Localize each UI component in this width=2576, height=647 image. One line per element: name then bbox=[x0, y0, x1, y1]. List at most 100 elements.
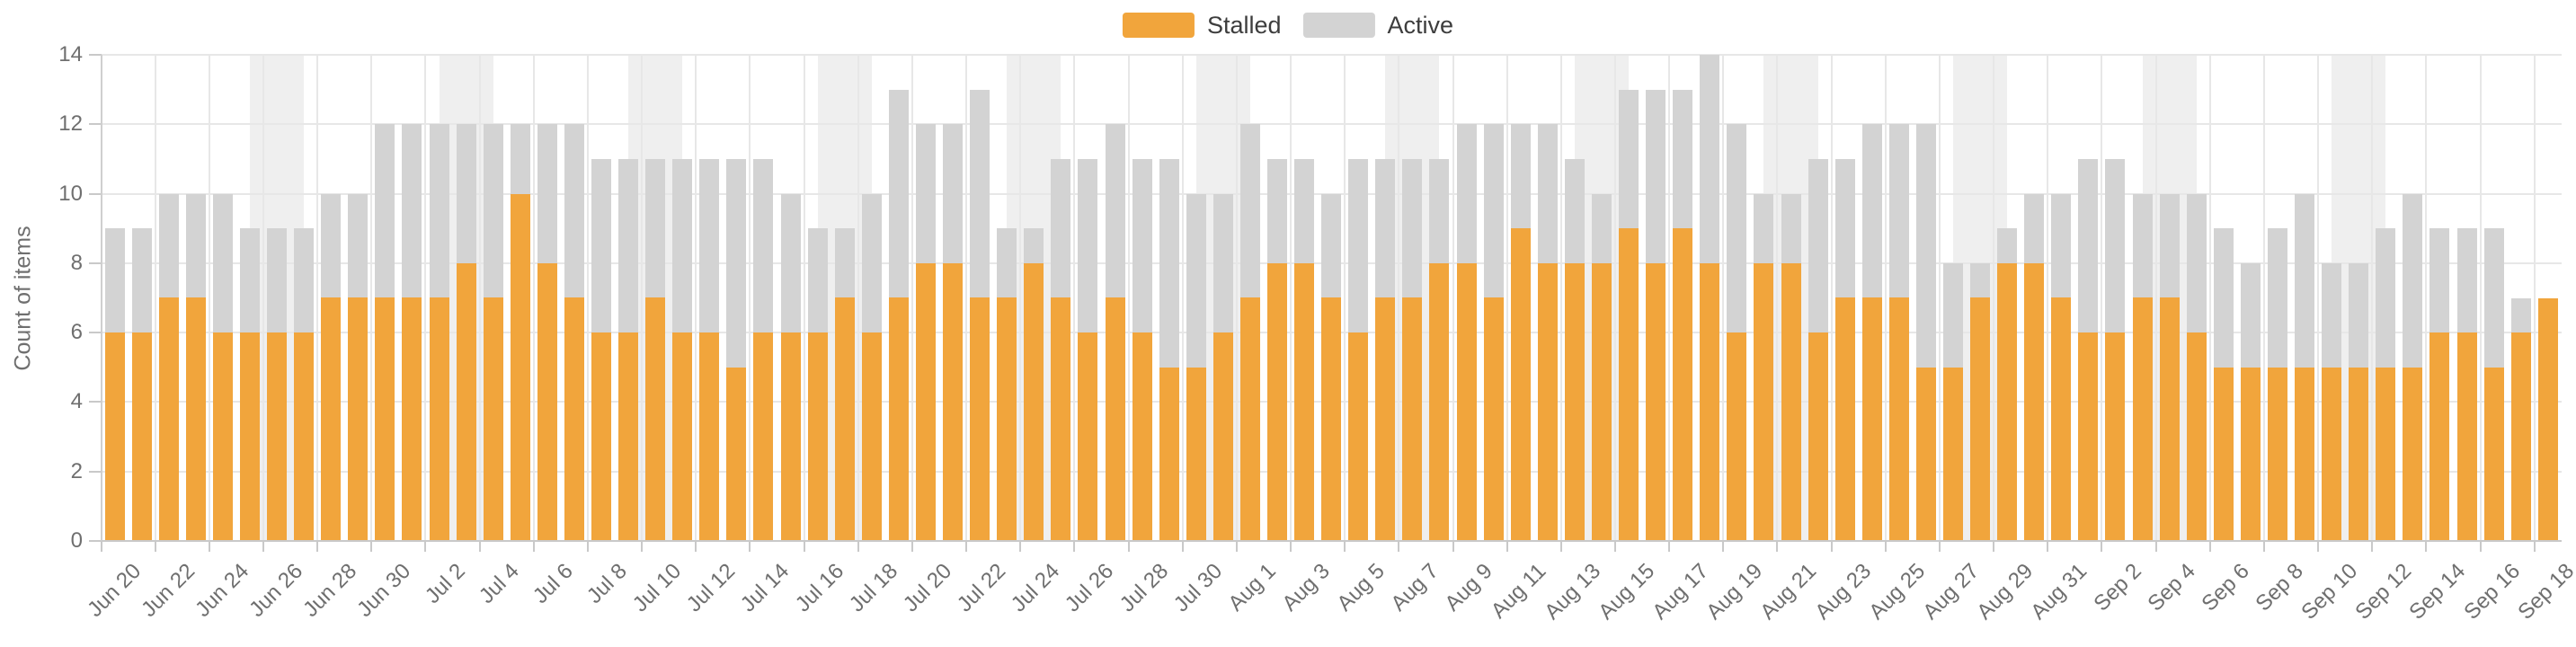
bar-jul-13[interactable] bbox=[726, 158, 747, 541]
bar-jul-30[interactable] bbox=[1186, 193, 1206, 541]
bar-jul-18[interactable] bbox=[861, 193, 882, 541]
bar-jun-26[interactable] bbox=[267, 228, 288, 541]
bar-jul-21[interactable] bbox=[943, 124, 964, 541]
bar-sep-16[interactable] bbox=[2483, 228, 2504, 541]
bar-aug-18[interactable] bbox=[1700, 55, 1720, 541]
bar-aug-27[interactable] bbox=[1942, 262, 1963, 541]
bar-jul-20[interactable] bbox=[915, 124, 936, 541]
bar-aug-28[interactable] bbox=[1970, 262, 1991, 541]
bar-aug-5[interactable] bbox=[1348, 158, 1369, 541]
bar-jul-1[interactable] bbox=[402, 124, 422, 541]
bar-jun-28[interactable] bbox=[321, 193, 342, 541]
bar-jul-4[interactable] bbox=[483, 124, 503, 541]
bar-aug-23[interactable] bbox=[1834, 158, 1855, 541]
bar-sep-13[interactable] bbox=[2403, 193, 2423, 541]
bar-jul-6[interactable] bbox=[537, 124, 557, 541]
bar-aug-11[interactable] bbox=[1510, 124, 1531, 541]
bar-aug-1[interactable] bbox=[1239, 124, 1260, 541]
bar-jun-27[interactable] bbox=[294, 228, 315, 541]
bar-segment-stalled bbox=[1861, 297, 1882, 541]
bar-jul-2[interactable] bbox=[429, 124, 449, 541]
bar-segment-active bbox=[429, 124, 449, 298]
bar-segment-active bbox=[294, 228, 315, 333]
bar-sep-1[interactable] bbox=[2078, 158, 2099, 541]
bar-aug-3[interactable] bbox=[1294, 158, 1315, 541]
bar-jul-12[interactable] bbox=[699, 158, 720, 541]
legend-item-active[interactable]: Active bbox=[1302, 13, 1453, 38]
bar-aug-12[interactable] bbox=[1537, 124, 1558, 541]
bar-aug-16[interactable] bbox=[1646, 89, 1666, 541]
bar-aug-17[interactable] bbox=[1673, 89, 1693, 541]
x-axis-tick bbox=[2425, 541, 2428, 552]
bar-jun-25[interactable] bbox=[239, 228, 260, 541]
bar-aug-22[interactable] bbox=[1808, 158, 1828, 541]
bar-jul-5[interactable] bbox=[510, 124, 530, 541]
bar-aug-14[interactable] bbox=[1591, 193, 1612, 541]
bar-jun-22[interactable] bbox=[158, 193, 179, 541]
bar-jul-9[interactable] bbox=[618, 158, 639, 541]
bar-aug-30[interactable] bbox=[2024, 193, 2045, 541]
bar-aug-19[interactable] bbox=[1727, 124, 1747, 541]
bar-jul-16[interactable] bbox=[807, 228, 828, 541]
bar-aug-15[interactable] bbox=[1619, 89, 1639, 541]
bar-aug-9[interactable] bbox=[1456, 124, 1477, 541]
gridline-vertical bbox=[1776, 55, 1779, 541]
bar-aug-8[interactable] bbox=[1429, 158, 1450, 541]
bar-aug-24[interactable] bbox=[1861, 124, 1882, 541]
bar-segment-active bbox=[1483, 124, 1504, 298]
bar-jul-19[interactable] bbox=[888, 89, 909, 541]
bar-jul-23[interactable] bbox=[997, 228, 1017, 541]
bar-sep-9[interactable] bbox=[2295, 193, 2315, 541]
bar-sep-8[interactable] bbox=[2267, 228, 2287, 541]
bar-jul-26[interactable] bbox=[1078, 158, 1098, 541]
bar-jun-24[interactable] bbox=[212, 193, 233, 541]
bar-jul-7[interactable] bbox=[564, 124, 584, 541]
bar-aug-4[interactable] bbox=[1321, 193, 1342, 541]
bar-jul-29[interactable] bbox=[1159, 158, 1179, 541]
bar-jul-14[interactable] bbox=[753, 158, 774, 541]
bar-sep-4[interactable] bbox=[2159, 193, 2180, 541]
bar-jun-20[interactable] bbox=[104, 228, 125, 541]
bar-jul-25[interactable] bbox=[1051, 158, 1071, 541]
bar-jun-30[interactable] bbox=[375, 124, 395, 541]
bar-jul-15[interactable] bbox=[780, 193, 801, 541]
bar-jul-17[interactable] bbox=[834, 228, 855, 541]
bar-aug-29[interactable] bbox=[1997, 228, 2018, 541]
bar-sep-12[interactable] bbox=[2376, 228, 2396, 541]
bar-jul-11[interactable] bbox=[672, 158, 693, 541]
bar-jul-10[interactable] bbox=[645, 158, 666, 541]
bar-aug-26[interactable] bbox=[1915, 124, 1936, 541]
bar-sep-10[interactable] bbox=[2322, 262, 2342, 541]
bar-jul-22[interactable] bbox=[970, 89, 990, 541]
bar-sep-11[interactable] bbox=[2349, 262, 2369, 541]
bar-jul-28[interactable] bbox=[1132, 158, 1152, 541]
legend-item-stalled[interactable]: Stalled bbox=[1122, 13, 1282, 38]
bar-aug-7[interactable] bbox=[1402, 158, 1423, 541]
bar-aug-13[interactable] bbox=[1564, 158, 1585, 541]
bar-sep-2[interactable] bbox=[2105, 158, 2126, 541]
bar-aug-6[interactable] bbox=[1375, 158, 1396, 541]
bar-jun-23[interactable] bbox=[185, 193, 206, 541]
bar-sep-5[interactable] bbox=[2186, 193, 2207, 541]
bar-aug-31[interactable] bbox=[2051, 193, 2072, 541]
bar-sep-3[interactable] bbox=[2132, 193, 2153, 541]
bar-sep-18[interactable] bbox=[2537, 297, 2558, 541]
bar-sep-6[interactable] bbox=[2213, 228, 2234, 541]
bar-aug-25[interactable] bbox=[1888, 124, 1909, 541]
bar-segment-stalled bbox=[1375, 297, 1396, 541]
bar-sep-7[interactable] bbox=[2240, 262, 2261, 541]
bar-aug-10[interactable] bbox=[1483, 124, 1504, 541]
bar-sep-17[interactable] bbox=[2510, 297, 2531, 542]
bar-jul-24[interactable] bbox=[1024, 228, 1044, 541]
bar-aug-20[interactable] bbox=[1754, 193, 1774, 541]
bar-jul-31[interactable] bbox=[1212, 193, 1233, 541]
bar-jun-29[interactable] bbox=[348, 193, 369, 541]
bar-aug-21[interactable] bbox=[1781, 193, 1801, 541]
bar-jul-3[interactable] bbox=[456, 124, 476, 541]
bar-jul-27[interactable] bbox=[1105, 124, 1125, 541]
bar-aug-2[interactable] bbox=[1266, 158, 1287, 541]
bar-sep-15[interactable] bbox=[2456, 228, 2477, 541]
bar-jun-21[interactable] bbox=[131, 228, 152, 541]
bar-jul-8[interactable] bbox=[591, 158, 611, 541]
bar-sep-14[interactable] bbox=[2429, 228, 2450, 541]
